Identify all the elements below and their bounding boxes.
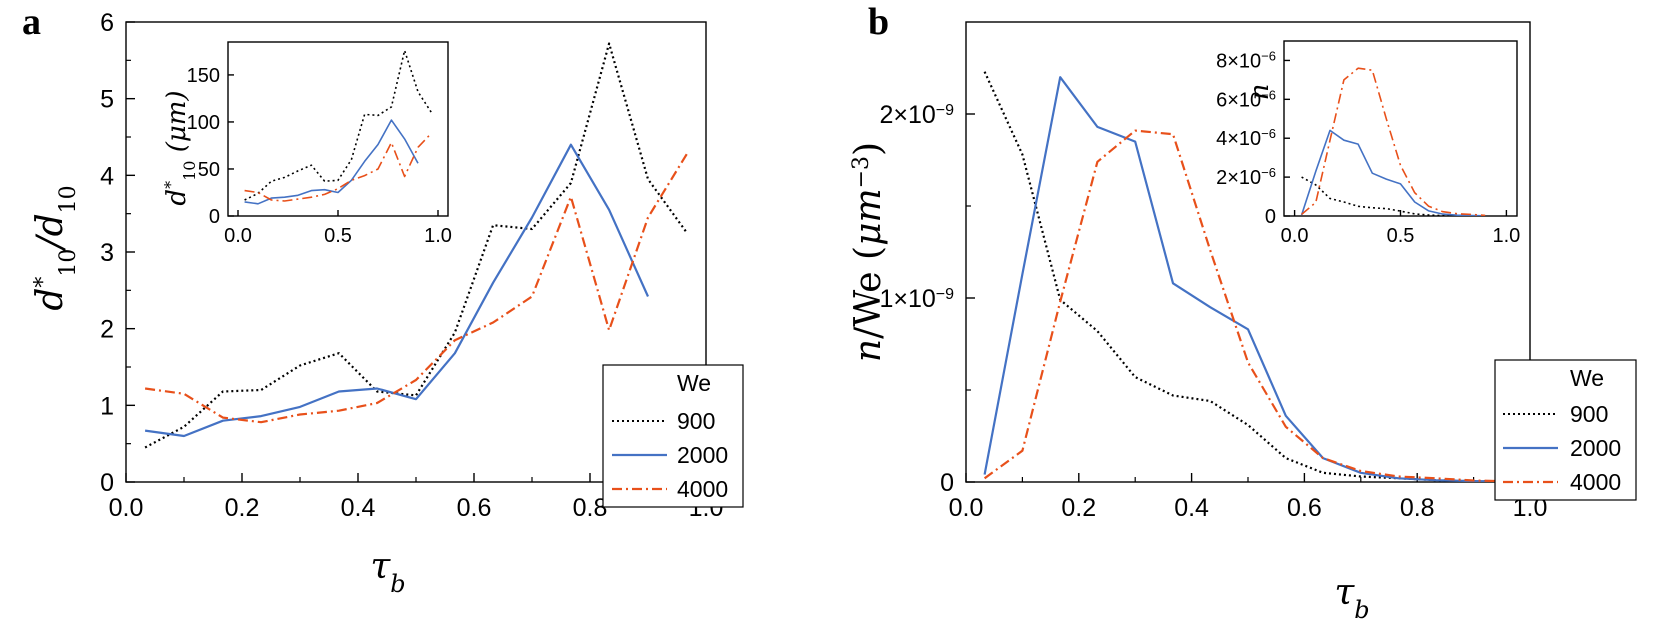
panel-a: a 0.0 0.2 0.4 0.6 0.8 1.0 0 1 2 3 4 5 6 0.0 0.5 1.0 0 50… — [22, 1, 744, 598]
b-inset-x-tick-label: 0.5 — [1387, 225, 1415, 247]
a-main-x-tick-label: 0.4 — [341, 494, 376, 522]
a-inset-series-4000 — [244, 132, 432, 202]
b-main-x-tick-label: 0.0 — [949, 494, 984, 522]
b-main-x-tick-label: 0.4 — [1174, 494, 1209, 522]
panel-a-y-axis-title: d*10/d10 — [30, 185, 81, 310]
a-main-x-tick-label: 0.0 — [109, 494, 144, 522]
panel-a-legend-label-2000: 2000 — [677, 442, 728, 468]
b-inset-series-900 — [1301, 176, 1486, 216]
panel-b: b 0.0 0.2 0.4 0.6 0.8 1.0 0 1×10−9 2×10−9 0.0 0.5… — [848, 1, 1637, 624]
b-main-x-tick-label: 0.8 — [1400, 494, 1435, 522]
b-inset-y-tick-label: 2×10−6 — [1216, 165, 1276, 190]
panel-a-legend-label-4000: 4000 — [677, 476, 728, 502]
a-main-x-tick-label: 0.2 — [225, 494, 260, 522]
panel-b-legend: We 900 2000 4000 — [1494, 359, 1637, 501]
b-inset-x-tick-label: 0.0 — [1281, 225, 1309, 247]
b-inset-y-tick-label: 4×10−6 — [1216, 126, 1276, 151]
panel-a-legend-title: We — [677, 370, 711, 396]
b-main-x-tick-label: 0.2 — [1061, 494, 1096, 522]
a-inset-y-tick-label: 100 — [187, 112, 220, 134]
a-main-y-tick-label: 5 — [100, 86, 114, 114]
a-inset-y-tick-label: 0 — [209, 206, 220, 228]
b-inset-y-tick-label: 8×10−6 — [1216, 48, 1276, 73]
a-inset-x-tick-label: 1.0 — [424, 225, 452, 247]
a-inset-y-tick-label: 50 — [198, 159, 220, 181]
b-inset-x-tick-label: 1.0 — [1493, 225, 1521, 247]
panel-b-inset-plot: 0.0 0.5 1.0 0 2×10−6 4×10−6 6×10−6 8×10−6 — [1216, 40, 1521, 247]
a-inset-x-tick-label: 0.0 — [224, 225, 252, 247]
a-main-y-tick-label: 4 — [100, 162, 114, 190]
panel-b-x-axis-title: τb — [1334, 572, 1369, 624]
a-main-series-4000 — [144, 153, 688, 424]
b-inset-series-4000 — [1301, 67, 1486, 216]
a-main-y-tick-label: 3 — [100, 239, 114, 267]
b-inset-series-2000 — [1300, 129, 1486, 216]
b-main-series-4000 — [983, 129, 1512, 482]
a-main-y-tick-label: 2 — [100, 316, 114, 344]
panel-a-legend-label-900: 900 — [677, 408, 715, 434]
panel-b-legend-label-900: 900 — [1570, 401, 1608, 427]
panel-a-inset-y-title: d*10 (μm) — [161, 90, 199, 205]
a-inset-series-900 — [244, 49, 433, 201]
a-inset-series-2000 — [244, 119, 419, 205]
panel-a-label: a — [22, 1, 41, 43]
a-main-x-tick-label: 0.8 — [573, 494, 608, 522]
panel-a-x-axis-title: τb — [370, 546, 405, 598]
a-main-x-tick-label: 0.6 — [457, 494, 492, 522]
panel-b-legend-label-4000: 4000 — [1570, 469, 1621, 495]
b-inset-y-tick-label: 0 — [1265, 206, 1276, 228]
panel-b-y-axis-title: n/We (μm−3) — [848, 142, 889, 362]
panel-a-inset-plot: 0.0 0.5 1.0 0 50 100 150 — [187, 41, 452, 247]
panel-b-inset-y-title: n — [1245, 84, 1275, 101]
b-main-y-tick-label: 1×10−9 — [879, 285, 954, 313]
b-inset-frame — [1283, 40, 1518, 217]
panel-a-legend: We 900 2000 4000 — [602, 364, 744, 508]
a-main-y-tick-label: 0 — [100, 469, 114, 497]
a-inset-y-tick-label: 150 — [187, 65, 220, 87]
b-main-y-tick-label: 2×10−9 — [879, 101, 954, 129]
b-main-x-tick-label: 0.6 — [1287, 494, 1322, 522]
panel-b-legend-label-2000: 2000 — [1570, 435, 1621, 461]
panel-b-label: b — [868, 1, 889, 43]
a-main-y-tick-label: 6 — [100, 9, 114, 37]
b-main-series-2000 — [983, 76, 1512, 482]
a-main-series-2000 — [144, 143, 650, 438]
panel-b-legend-title: We — [1570, 365, 1604, 391]
b-main-y-tick-label: 0 — [940, 469, 954, 497]
a-inset-x-tick-label: 0.5 — [324, 225, 352, 247]
b-inset-y-tick-label: 6×10−6 — [1216, 87, 1276, 112]
a-main-y-tick-label: 1 — [100, 392, 114, 420]
a-inset-frame — [227, 41, 449, 217]
panel-b-main-plot: 0.0 0.2 0.4 0.6 0.8 1.0 0 1×10−9 2×10−9 — [879, 21, 1547, 522]
